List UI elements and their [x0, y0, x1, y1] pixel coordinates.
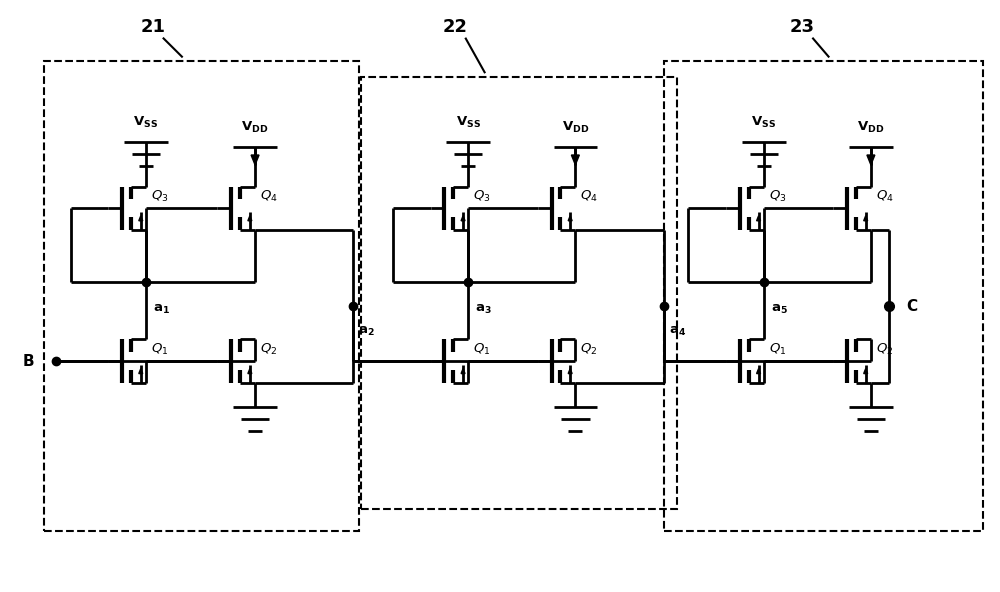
Text: $Q_3$: $Q_3$ [473, 189, 491, 204]
Polygon shape [248, 369, 252, 374]
Text: $Q_2$: $Q_2$ [876, 342, 893, 358]
Text: $Q_3$: $Q_3$ [151, 189, 168, 204]
Polygon shape [139, 369, 143, 374]
Text: $Q_4$: $Q_4$ [260, 189, 278, 204]
Text: $\mathbf{a_3}$: $\mathbf{a_3}$ [475, 303, 492, 316]
Polygon shape [251, 155, 259, 165]
Text: $\mathbf{a_5}$: $\mathbf{a_5}$ [771, 303, 788, 316]
Text: $\mathbf{V_{DD}}$: $\mathbf{V_{DD}}$ [241, 120, 269, 136]
Text: 23: 23 [790, 18, 815, 36]
Text: $Q_1$: $Q_1$ [151, 342, 168, 358]
Bar [664, 62, 983, 530]
Text: C: C [907, 299, 918, 314]
Text: $Q_1$: $Q_1$ [769, 342, 786, 358]
Polygon shape [461, 369, 465, 374]
Polygon shape [461, 216, 465, 221]
Text: $Q_4$: $Q_4$ [580, 189, 598, 204]
Text: $\mathbf{V_{DD}}$: $\mathbf{V_{DD}}$ [857, 120, 885, 136]
Polygon shape [571, 155, 579, 165]
Text: $Q_1$: $Q_1$ [473, 342, 491, 358]
Text: $\mathbf{a_4}$: $\mathbf{a_4}$ [669, 325, 686, 338]
Text: $\mathbf{V_{SS}}$: $\mathbf{V_{SS}}$ [751, 115, 776, 130]
Polygon shape [757, 216, 761, 221]
Text: $Q_2$: $Q_2$ [580, 342, 598, 358]
Bar [44, 62, 359, 530]
Polygon shape [864, 369, 868, 374]
Text: 22: 22 [443, 18, 468, 36]
Text: 21: 21 [140, 18, 165, 36]
Polygon shape [248, 216, 252, 221]
Text: $\mathbf{a_2}$: $\mathbf{a_2}$ [358, 325, 375, 338]
Polygon shape [864, 216, 868, 221]
Text: $Q_2$: $Q_2$ [260, 342, 277, 358]
Polygon shape [757, 369, 761, 374]
Bar [361, 77, 677, 509]
Polygon shape [568, 369, 572, 374]
Text: $Q_4$: $Q_4$ [876, 189, 894, 204]
Polygon shape [139, 216, 143, 221]
Text: $\mathbf{V_{SS}}$: $\mathbf{V_{SS}}$ [133, 115, 158, 130]
Polygon shape [867, 155, 875, 165]
Text: $\mathbf{V_{SS}}$: $\mathbf{V_{SS}}$ [456, 115, 481, 130]
Text: B: B [22, 353, 34, 369]
Polygon shape [568, 216, 572, 221]
Text: $Q_3$: $Q_3$ [769, 189, 786, 204]
Text: $\mathbf{V_{DD}}$: $\mathbf{V_{DD}}$ [562, 120, 589, 136]
Text: $\mathbf{a_1}$: $\mathbf{a_1}$ [153, 303, 170, 316]
